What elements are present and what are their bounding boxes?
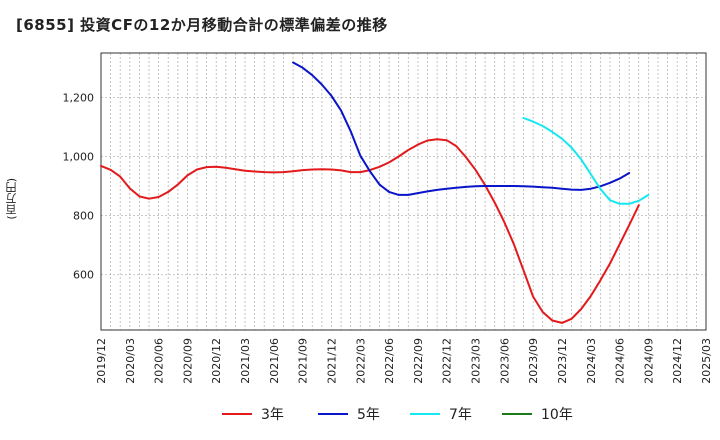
x-tick-label: 2024/09 [642,338,655,384]
x-tick-label: 2021/12 [325,338,338,384]
y-axis-ticks: 600 800 1,000 1,200 [63,91,95,281]
x-tick-label: 2023/09 [527,338,540,384]
series-line-5年 [292,61,631,196]
chart-title: [6855] 投資CFの12か月移動合計の標準偏差の推移 [16,16,388,34]
x-tick-label: 2023/12 [556,338,569,384]
x-tick-label: 2020/09 [181,338,194,384]
x-tick-label: 2020/03 [124,338,137,384]
legend-label: 3年 [261,407,284,423]
x-tick-label: 2021/09 [297,338,310,384]
y-tick-label: 600 [73,269,94,282]
plot-area-frame [100,52,707,331]
x-tick-label: 2024/12 [671,338,684,384]
x-tick-label: 2020/06 [153,338,166,384]
legend: 3年 5年 7年 10年 [222,407,573,423]
x-tick-label: 2019/12 [95,338,108,384]
x-tick-label: 2024/03 [585,338,598,384]
grid [100,53,707,330]
x-tick-label: 2023/03 [470,338,483,384]
x-tick-label: 2023/06 [498,338,511,384]
x-tick-label: 2022/12 [441,338,454,384]
legend-label: 10年 [541,407,573,423]
x-tick-label: 2020/12 [210,338,223,384]
x-tick-label: 2021/03 [239,338,252,384]
x-tick-label: 2021/06 [268,338,281,384]
series-line-7年 [522,117,650,205]
legend-label: 5年 [357,407,380,423]
legend-label: 7年 [449,407,472,423]
x-tick-label: 2022/06 [383,338,396,384]
x-tick-label: 2025/03 [700,338,713,384]
x-tick-label: 2024/06 [614,338,627,384]
x-axis-ticks: 2019/12 2020/03 2020/06 2020/09 2020/12 2021/… [95,338,713,384]
y-tick-label: 1,200 [63,91,95,104]
x-tick-label: 2022/09 [412,338,425,384]
x-tick-label: 2022/03 [354,338,367,384]
y-tick-label: 1,000 [63,150,95,163]
y-tick-label: 800 [73,210,94,223]
series-lines [100,61,650,324]
